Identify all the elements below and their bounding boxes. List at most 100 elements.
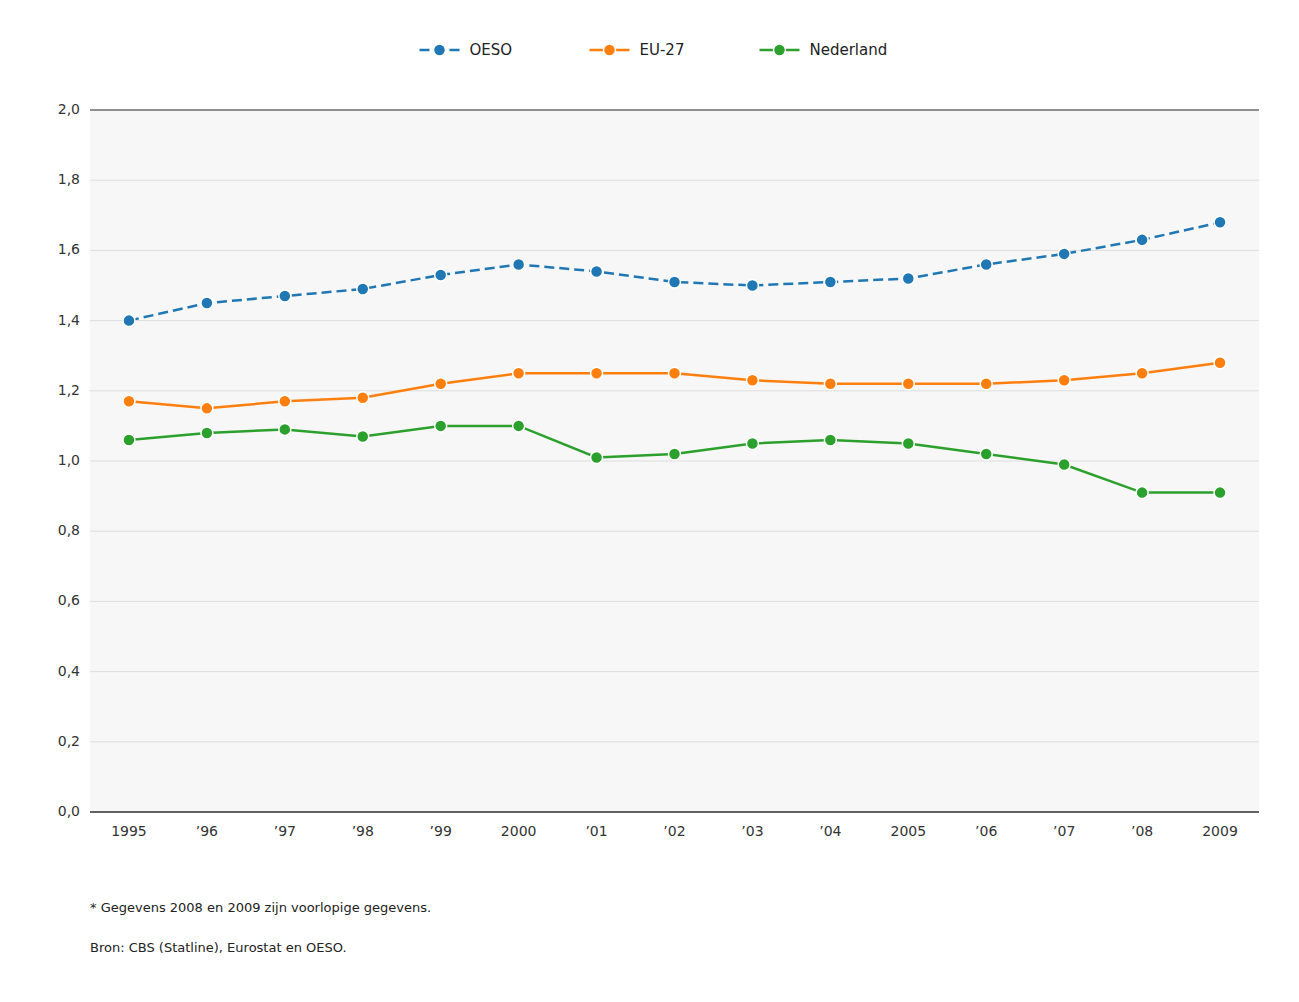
series-point xyxy=(824,276,836,288)
series-line xyxy=(129,363,1220,409)
chart: 0,00,20,40,60,81,01,21,41,61,82,01995’96… xyxy=(0,0,1299,1002)
series-point xyxy=(201,297,213,309)
y-tick-label: 2,0 xyxy=(58,101,80,117)
series-point xyxy=(669,448,681,460)
series-point xyxy=(513,258,525,270)
x-tick-label: 2005 xyxy=(890,823,926,839)
series-point xyxy=(279,423,291,435)
series-point xyxy=(824,434,836,446)
x-tick-label: ’01 xyxy=(585,823,607,839)
legend-label: EU-27 xyxy=(640,41,685,59)
y-tick-label: 1,2 xyxy=(58,382,80,398)
series-point xyxy=(591,367,603,379)
footnote: * Gegevens 2008 en 2009 zijn voorlopige … xyxy=(90,900,431,915)
x-tick-label: ’07 xyxy=(1053,823,1075,839)
series-point xyxy=(1136,487,1148,499)
x-tick-label: ’98 xyxy=(352,823,374,839)
series-point xyxy=(902,437,914,449)
series-point xyxy=(435,269,447,281)
series-point xyxy=(357,392,369,404)
series-point xyxy=(435,420,447,432)
marks xyxy=(123,216,1226,498)
x-tick-label: ’02 xyxy=(663,823,685,839)
grid-line xyxy=(90,812,1259,813)
series-point xyxy=(1058,374,1070,386)
series-point xyxy=(1214,216,1226,228)
grid-line xyxy=(90,180,1259,181)
series-point xyxy=(980,448,992,460)
series-point xyxy=(1058,459,1070,471)
grid-line xyxy=(90,110,1259,111)
series-point xyxy=(1136,367,1148,379)
x-tick-label: ’08 xyxy=(1131,823,1153,839)
y-tick-label: 1,6 xyxy=(58,241,80,257)
x-tick-label: ’03 xyxy=(741,823,763,839)
series-point xyxy=(435,378,447,390)
x-tick-label: 2000 xyxy=(501,823,537,839)
series-point xyxy=(279,395,291,407)
series-point xyxy=(824,378,836,390)
legend: OESO EU-27 Nederland xyxy=(420,41,888,59)
grid-line xyxy=(90,390,1259,391)
series-line xyxy=(129,222,1220,320)
series-line xyxy=(129,426,1220,493)
series-point xyxy=(201,402,213,414)
series-point xyxy=(1214,487,1226,499)
series-point xyxy=(1136,234,1148,246)
grid xyxy=(90,110,1259,812)
y-tick-label: 0,0 xyxy=(58,803,80,819)
series-point xyxy=(123,315,135,327)
series-point xyxy=(902,378,914,390)
grid-line xyxy=(90,671,1259,672)
series-point xyxy=(980,378,992,390)
footnote: Bron: CBS (Statline), Eurostat en OESO. xyxy=(90,940,347,955)
series-point xyxy=(591,265,603,277)
series-point xyxy=(1058,248,1070,260)
series-point xyxy=(201,427,213,439)
y-tick-label: 0,2 xyxy=(58,733,80,749)
series-point xyxy=(279,290,291,302)
y-tick-label: 1,4 xyxy=(58,312,80,328)
x-tick-label: ’06 xyxy=(975,823,997,839)
series-point xyxy=(980,258,992,270)
series-point xyxy=(746,280,758,292)
series-point xyxy=(902,272,914,284)
x-axis-line xyxy=(90,811,1259,813)
y-tick-label: 0,8 xyxy=(58,522,80,538)
footnotes: * Gegevens 2008 en 2009 zijn voorlopige … xyxy=(90,900,431,955)
series-point xyxy=(357,430,369,442)
series-point xyxy=(357,283,369,295)
series-point xyxy=(513,367,525,379)
series-point xyxy=(746,374,758,386)
series-point xyxy=(591,451,603,463)
legend-marker xyxy=(434,44,446,56)
y-tick-label: 0,6 xyxy=(58,592,80,608)
y-tick-label: 1,0 xyxy=(58,452,80,468)
series-point xyxy=(123,395,135,407)
y-tick-label: 1,8 xyxy=(58,171,80,187)
plot-background xyxy=(90,110,1259,812)
grid-line xyxy=(90,741,1259,742)
grid-line xyxy=(90,601,1259,602)
legend-marker xyxy=(774,44,786,56)
series-point xyxy=(746,437,758,449)
page: {"chart_data": { "type": "line", "catego… xyxy=(0,0,1299,1002)
x-tick-label: ’96 xyxy=(196,823,218,839)
x-axis: 1995 ’96 ’97 ’98 ’99 2000 ’01 ’02 ’03 ’04 2005 ’06 ’… xyxy=(111,823,1238,839)
series-point xyxy=(669,276,681,288)
x-tick-label: ’97 xyxy=(274,823,296,839)
legend-label: Nederland xyxy=(810,41,888,59)
grid-line xyxy=(90,531,1259,532)
top-range-line xyxy=(90,110,1259,111)
x-tick-label: 1995 xyxy=(111,823,147,839)
y-axis: 0,00,20,40,60,81,01,21,41,61,82,0 xyxy=(58,101,80,819)
series-point xyxy=(123,434,135,446)
x-tick-label: ’99 xyxy=(430,823,452,839)
grid-line xyxy=(90,320,1259,321)
x-tick-label: 2009 xyxy=(1202,823,1238,839)
legend-label: OESO xyxy=(470,41,513,59)
series-point xyxy=(513,420,525,432)
series-point xyxy=(669,367,681,379)
series-point xyxy=(1214,357,1226,369)
x-tick-label: ’04 xyxy=(819,823,841,839)
